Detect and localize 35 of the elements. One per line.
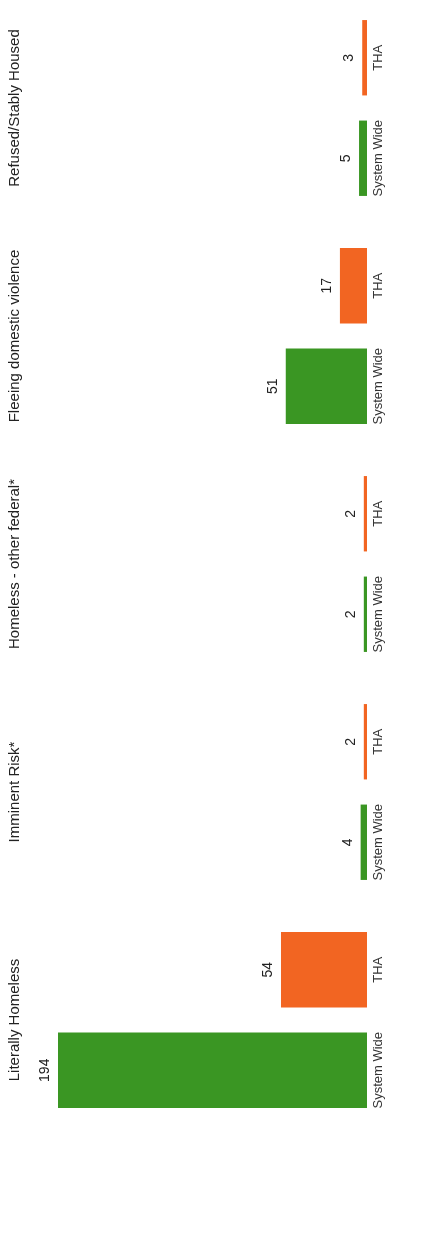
bar bbox=[360, 804, 367, 880]
bar bbox=[285, 348, 367, 424]
data-label: 5 bbox=[337, 154, 354, 163]
data-label: 3 bbox=[340, 53, 357, 62]
text: THA bbox=[369, 956, 385, 983]
y-tick-label: Imminent Risk* bbox=[5, 741, 22, 843]
text: System Wide bbox=[369, 575, 385, 653]
data-label: 2 bbox=[341, 737, 358, 746]
data-label: 17 bbox=[317, 277, 334, 294]
bar bbox=[363, 704, 367, 780]
text: THA bbox=[369, 44, 385, 71]
text: System Wide bbox=[369, 347, 385, 425]
bar bbox=[363, 476, 367, 552]
bar bbox=[363, 576, 367, 652]
y-tick-label: Refused/Stably Housed bbox=[5, 29, 22, 187]
data-label: 51 bbox=[263, 378, 280, 395]
data-label: 54 bbox=[258, 961, 275, 978]
data-label: 2 bbox=[341, 509, 358, 518]
bar bbox=[362, 20, 367, 96]
bar bbox=[58, 1032, 367, 1108]
bar bbox=[339, 248, 367, 324]
y-tick-label: Homeless - other federal* bbox=[5, 478, 22, 650]
text: System Wide bbox=[369, 1031, 385, 1109]
text: System Wide bbox=[369, 803, 385, 881]
data-label: 194 bbox=[36, 1058, 52, 1082]
data-label: 4 bbox=[338, 838, 355, 847]
bar bbox=[359, 120, 367, 196]
y-tick-label: Literally Homeless bbox=[5, 958, 22, 1082]
text: THA bbox=[369, 728, 385, 755]
data-label: 2 bbox=[341, 610, 358, 619]
text: System Wide bbox=[369, 119, 385, 197]
bar bbox=[280, 932, 367, 1008]
text: THA bbox=[369, 272, 385, 299]
y-tick-label: Fleeing domestic violence bbox=[5, 249, 22, 423]
text: THA bbox=[369, 500, 385, 527]
